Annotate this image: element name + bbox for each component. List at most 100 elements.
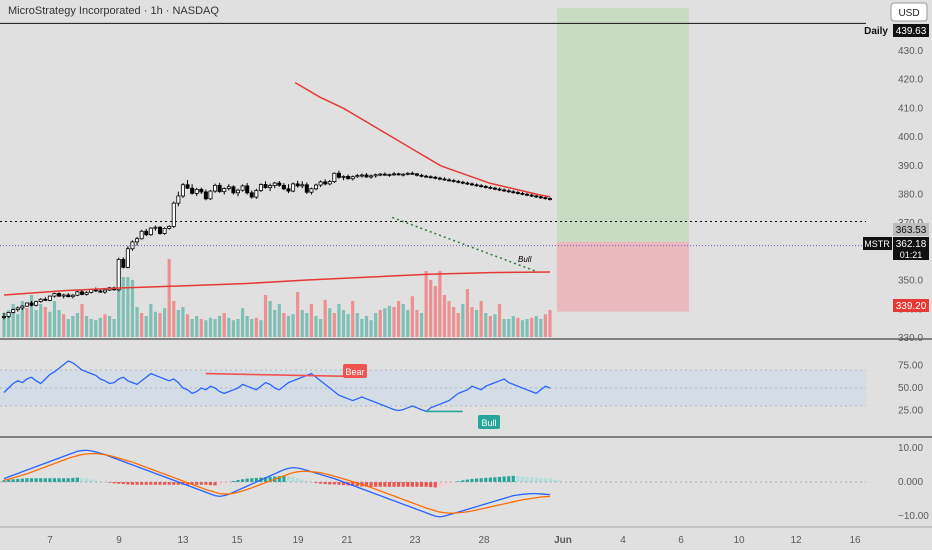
macd-histogram-bar bbox=[438, 482, 442, 487]
volume-bar bbox=[507, 319, 511, 337]
macd-histogram-bar bbox=[144, 482, 148, 485]
price-tick-label: 410.0 bbox=[898, 103, 923, 114]
time-tick-label: 4 bbox=[620, 535, 626, 546]
profit-zone[interactable] bbox=[557, 8, 689, 242]
candle-body bbox=[213, 184, 218, 192]
volume-bar bbox=[153, 311, 158, 337]
volume-bar bbox=[130, 280, 135, 337]
target-price-tag: 363.53 bbox=[893, 223, 929, 236]
candle bbox=[70, 294, 75, 299]
candle bbox=[313, 183, 318, 191]
candle bbox=[525, 192, 530, 197]
macd-histogram-bar bbox=[337, 482, 341, 485]
candle bbox=[153, 225, 158, 231]
candle bbox=[66, 293, 71, 298]
volume-bar bbox=[62, 314, 66, 337]
volume-bar bbox=[181, 307, 185, 337]
candle-body bbox=[447, 179, 452, 182]
currency-button[interactable]: USD bbox=[890, 2, 928, 22]
rsi-tick-label: 25.00 bbox=[898, 406, 923, 417]
candle-body bbox=[318, 181, 323, 186]
volume-bar bbox=[208, 317, 213, 337]
volume-bar bbox=[273, 310, 277, 337]
macd-histogram-bar bbox=[135, 482, 139, 485]
macd-histogram-bar bbox=[374, 482, 378, 487]
candle-body bbox=[502, 189, 507, 192]
candle-body bbox=[263, 184, 268, 189]
macd-histogram-bar bbox=[25, 478, 29, 482]
candle-body bbox=[295, 183, 300, 187]
macd-histogram-bar bbox=[16, 478, 20, 482]
candle bbox=[34, 300, 39, 307]
candle bbox=[378, 173, 383, 177]
time-tick-label: 12 bbox=[790, 535, 802, 546]
volume-bar bbox=[360, 319, 364, 337]
candle-body bbox=[369, 175, 374, 178]
macd-tick-label: 10.00 bbox=[898, 443, 923, 454]
volume-bar bbox=[493, 314, 497, 337]
volume-bars bbox=[2, 259, 552, 337]
macd-histogram-bar bbox=[52, 478, 57, 482]
volume-bar bbox=[488, 316, 492, 337]
volume-bar bbox=[309, 304, 314, 337]
candle bbox=[217, 182, 222, 193]
macd-histogram-bar bbox=[240, 479, 245, 482]
candle bbox=[263, 181, 268, 189]
candle bbox=[116, 257, 121, 292]
volume-bar bbox=[305, 313, 309, 337]
candle-body bbox=[249, 192, 254, 198]
ema-line bbox=[294, 81, 551, 198]
candle bbox=[272, 181, 277, 189]
volume-bar bbox=[314, 316, 318, 337]
macd-histogram-bar bbox=[121, 482, 125, 485]
candle bbox=[520, 191, 525, 196]
macd-histogram-bar bbox=[442, 482, 447, 486]
candle-body bbox=[199, 188, 204, 193]
candle-body bbox=[61, 294, 66, 297]
candle bbox=[157, 226, 162, 235]
candle bbox=[442, 177, 447, 181]
macd-histogram-bar bbox=[34, 478, 38, 482]
price-tick-label: 420.0 bbox=[898, 75, 923, 86]
candle-body bbox=[208, 190, 213, 200]
candle-body bbox=[410, 172, 415, 175]
macd-histogram-bar bbox=[323, 482, 327, 485]
macd-histogram-bar bbox=[195, 482, 199, 485]
candle bbox=[277, 181, 282, 187]
loss-zone[interactable] bbox=[557, 241, 689, 312]
macd-histogram-bar bbox=[231, 480, 236, 482]
macd-histogram-bar bbox=[364, 482, 369, 487]
candle bbox=[144, 228, 149, 237]
candle bbox=[497, 187, 502, 192]
macd-histogram-bar bbox=[497, 476, 502, 482]
macd-histogram-bar bbox=[250, 478, 254, 482]
volume-bar bbox=[534, 316, 538, 337]
macd-histogram-bar bbox=[75, 477, 80, 482]
volume-bar bbox=[112, 319, 116, 337]
candle-body bbox=[401, 173, 406, 176]
macd-histogram bbox=[2, 475, 561, 488]
time-tick-label: 15 bbox=[231, 535, 243, 546]
macd-histogram-bar bbox=[406, 482, 410, 487]
time-tick-label: 16 bbox=[849, 535, 861, 546]
macd-histogram-bar bbox=[126, 482, 130, 485]
volume-bar bbox=[199, 319, 203, 337]
daily-label: Daily bbox=[864, 26, 888, 37]
candle bbox=[75, 290, 80, 297]
rsi-bull-label: Bull bbox=[478, 415, 500, 429]
rsi-bear-label: Bear bbox=[343, 364, 367, 378]
candle bbox=[57, 292, 62, 297]
last-price-tag: 362.18 01:21 bbox=[893, 237, 929, 260]
time-axis[interactable]: 7 9 13 15 19 21 23 28 Jun 4 6 10 12 16 bbox=[47, 535, 861, 546]
candle bbox=[258, 183, 263, 192]
volume-bar bbox=[98, 317, 102, 337]
candle-body bbox=[24, 302, 29, 307]
candle-body bbox=[217, 184, 222, 193]
time-tick-label: 13 bbox=[177, 535, 189, 546]
symbol-title[interactable]: MicroStrategy Incorporated · 1h · NASDAQ bbox=[8, 5, 219, 17]
macd-histogram-bar bbox=[392, 482, 396, 487]
macd-histogram-bar bbox=[516, 476, 520, 482]
macd-tick-label: 0.000 bbox=[898, 477, 923, 488]
candle-body bbox=[323, 181, 328, 185]
